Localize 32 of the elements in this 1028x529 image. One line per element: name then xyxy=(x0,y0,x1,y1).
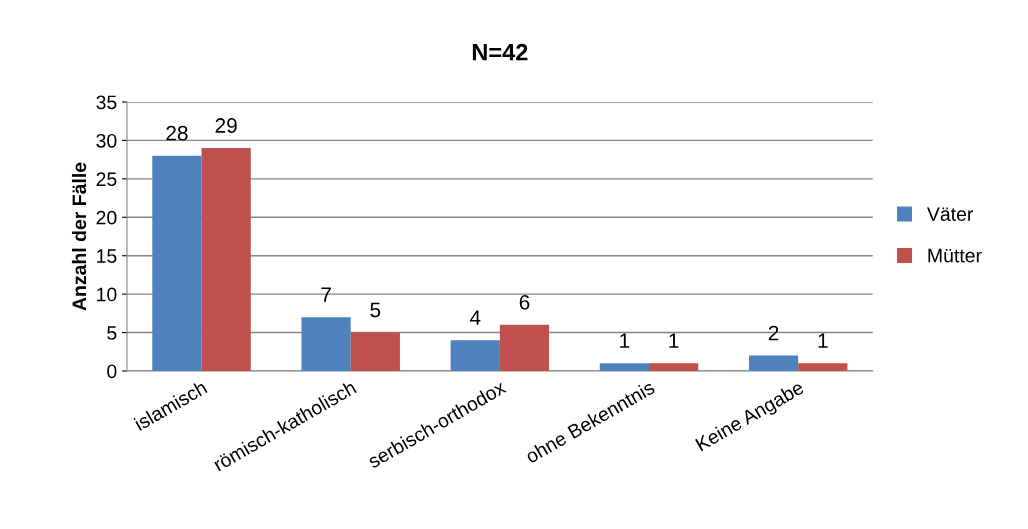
bar xyxy=(798,363,848,371)
data-label: 2 xyxy=(768,325,779,341)
y-tick-label: 25 xyxy=(96,172,117,187)
data-label: 7 xyxy=(321,287,331,302)
data-label: 29 xyxy=(215,118,237,133)
bar xyxy=(350,332,400,371)
legend-label: Väter xyxy=(926,207,974,221)
legend-label: Mütter xyxy=(928,248,982,263)
data-label: 1 xyxy=(818,333,828,348)
y-tick-label: 5 xyxy=(107,326,117,340)
y-tick-label: 10 xyxy=(97,287,117,302)
bar xyxy=(499,324,550,371)
chart-title: N=42 xyxy=(472,43,528,61)
y-tick-label: 35 xyxy=(96,95,117,110)
y-tick-label: 20 xyxy=(96,210,117,225)
bar xyxy=(152,155,202,371)
y-axis-title: Anzahl der Fälle xyxy=(71,162,87,311)
data-label: 1 xyxy=(620,333,630,348)
data-label: 4 xyxy=(469,310,481,325)
bar xyxy=(301,317,351,371)
data-label: 6 xyxy=(519,294,530,310)
bar xyxy=(599,363,650,371)
bar xyxy=(649,363,699,371)
data-label: 1 xyxy=(669,333,679,348)
bar xyxy=(450,340,500,371)
y-tick-label: 30 xyxy=(96,133,117,148)
data-label: 28 xyxy=(166,125,188,141)
y-tick-label: 0 xyxy=(107,364,117,379)
y-tick-label: 15 xyxy=(97,249,117,263)
bar xyxy=(201,148,251,371)
bar xyxy=(748,355,799,371)
data-label: 5 xyxy=(370,302,381,318)
